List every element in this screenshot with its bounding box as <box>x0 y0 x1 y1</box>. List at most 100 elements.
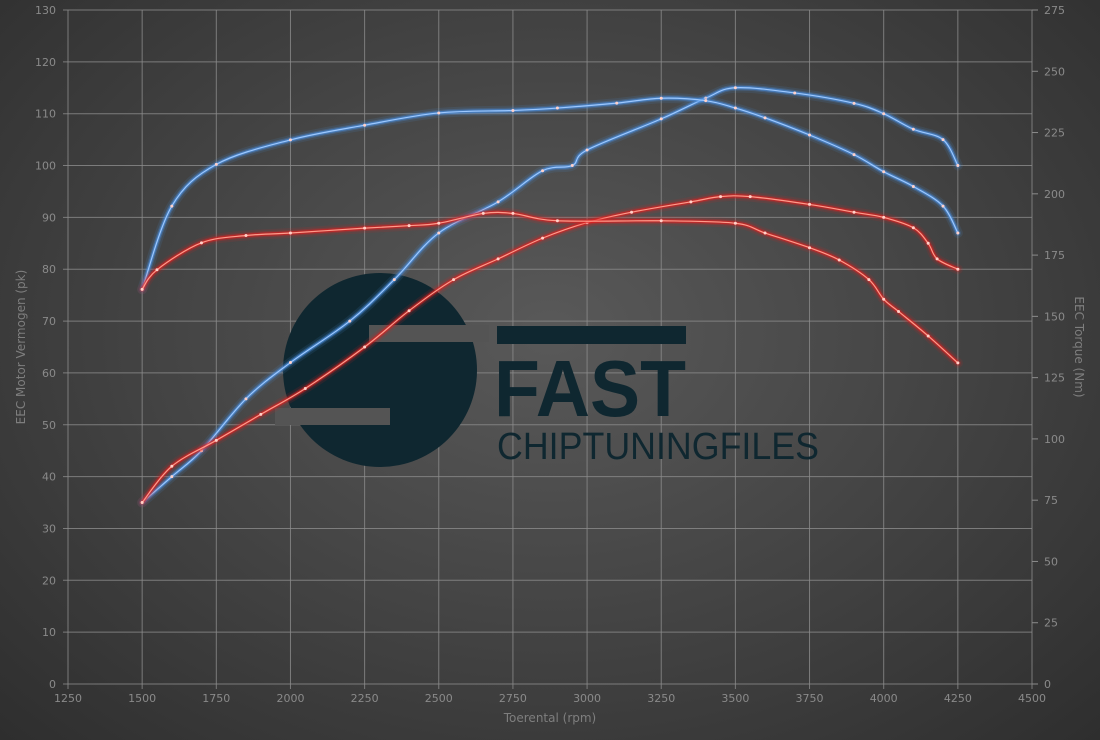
y-left-tick-label: 10 <box>42 626 56 639</box>
data-point <box>808 246 812 250</box>
data-point <box>837 258 841 262</box>
y-right-tick-label: 0 <box>1044 678 1051 691</box>
y-left-tick-label: 80 <box>42 263 56 276</box>
y-left-tick-label: 0 <box>49 678 56 691</box>
data-point <box>303 386 307 390</box>
data-point <box>140 501 144 505</box>
series-group <box>137 82 963 508</box>
y-axis-right-label: EEC Torque (Nm) <box>1072 296 1086 397</box>
data-point <box>763 116 767 120</box>
data-point <box>748 195 752 199</box>
data-point <box>288 361 292 365</box>
logo-cutout-bottom <box>275 408 390 425</box>
series-line-2 <box>141 195 959 503</box>
data-point <box>288 138 292 142</box>
x-tick-label: 1250 <box>54 692 82 705</box>
logo-circle <box>283 273 477 467</box>
data-point <box>733 86 737 90</box>
x-tick-label: 2250 <box>351 692 379 705</box>
y-left-tick-label: 110 <box>35 108 56 121</box>
data-point <box>363 345 367 349</box>
x-tick-label: 1750 <box>202 692 230 705</box>
data-point <box>244 233 248 237</box>
data-point <box>570 164 574 168</box>
data-point <box>882 112 886 116</box>
data-point <box>363 226 367 230</box>
data-point <box>659 117 663 121</box>
data-point <box>407 224 411 228</box>
data-point <box>437 111 441 115</box>
data-point <box>926 334 930 338</box>
y-left-tick-label: 60 <box>42 367 56 380</box>
data-point <box>407 309 411 313</box>
y-left-tick-label: 130 <box>35 4 56 17</box>
data-point <box>170 475 174 479</box>
data-point <box>511 211 515 215</box>
data-point <box>511 108 515 112</box>
data-point <box>689 200 693 204</box>
data-point <box>555 106 559 110</box>
data-point <box>244 397 248 401</box>
data-point <box>941 204 945 208</box>
y-axis-left-label: EEC Motor Vermogen (pk) <box>14 270 28 425</box>
y-left-tick-label: 90 <box>42 211 56 224</box>
data-point <box>911 127 915 131</box>
data-point <box>555 219 559 223</box>
data-point <box>214 438 218 442</box>
data-point <box>659 219 663 223</box>
data-point <box>155 268 159 272</box>
fast-chiptuningfiles-logo: FAST CHIPTUNINGFILES <box>275 273 819 468</box>
y-right-tick-label: 100 <box>1044 433 1065 446</box>
data-point <box>882 215 886 219</box>
logo-fast-text: FAST <box>494 344 686 433</box>
data-point <box>615 101 619 105</box>
data-point <box>214 162 218 166</box>
x-tick-label: 3250 <box>647 692 675 705</box>
tick-labels: 1250 1500 1750 2000 2250 2500 2750 3000 3250 3500… <box>35 4 1065 705</box>
data-point <box>288 231 292 235</box>
data-point <box>941 138 945 142</box>
x-axis-label: Toerental (rpm) <box>503 711 596 725</box>
data-point <box>140 287 144 291</box>
y-left-tick-label: 30 <box>42 522 56 535</box>
y-right-tick-label: 275 <box>1044 4 1065 17</box>
data-point <box>630 210 634 214</box>
data-point <box>199 241 203 245</box>
y-right-tick-label: 75 <box>1044 494 1058 507</box>
data-point <box>852 210 856 214</box>
data-point <box>882 297 886 301</box>
logo-subtitle-text: CHIPTUNINGFILES <box>497 426 819 468</box>
y-left-tick-label: 100 <box>35 160 56 173</box>
data-point <box>763 231 767 235</box>
grid <box>63 9 1038 689</box>
data-point <box>956 164 960 168</box>
data-point <box>170 464 174 468</box>
logo-cutout-top <box>369 325 489 342</box>
data-point <box>259 412 263 416</box>
data-point <box>481 211 485 215</box>
data-point <box>363 123 367 127</box>
data-point <box>392 278 396 282</box>
x-tick-label: 1500 <box>128 692 156 705</box>
x-tick-label: 4000 <box>870 692 898 705</box>
y-left-tick-label: 50 <box>42 419 56 432</box>
data-point <box>733 221 737 225</box>
y-left-tick-label: 20 <box>42 574 56 587</box>
data-point <box>585 148 589 152</box>
data-point <box>496 200 500 204</box>
data-point <box>956 361 960 365</box>
series-line-3 <box>141 211 959 364</box>
x-tick-label: 3500 <box>721 692 749 705</box>
data-point <box>659 96 663 100</box>
y-right-tick-label: 175 <box>1044 249 1065 262</box>
data-point <box>541 169 545 173</box>
y-right-tick-label: 250 <box>1044 65 1065 78</box>
x-tick-label: 3750 <box>796 692 824 705</box>
y-left-tick-label: 120 <box>35 56 56 69</box>
data-point <box>348 319 352 323</box>
data-point <box>852 101 856 105</box>
data-point <box>496 257 500 261</box>
data-point <box>911 184 915 188</box>
logo-bar <box>497 326 686 344</box>
